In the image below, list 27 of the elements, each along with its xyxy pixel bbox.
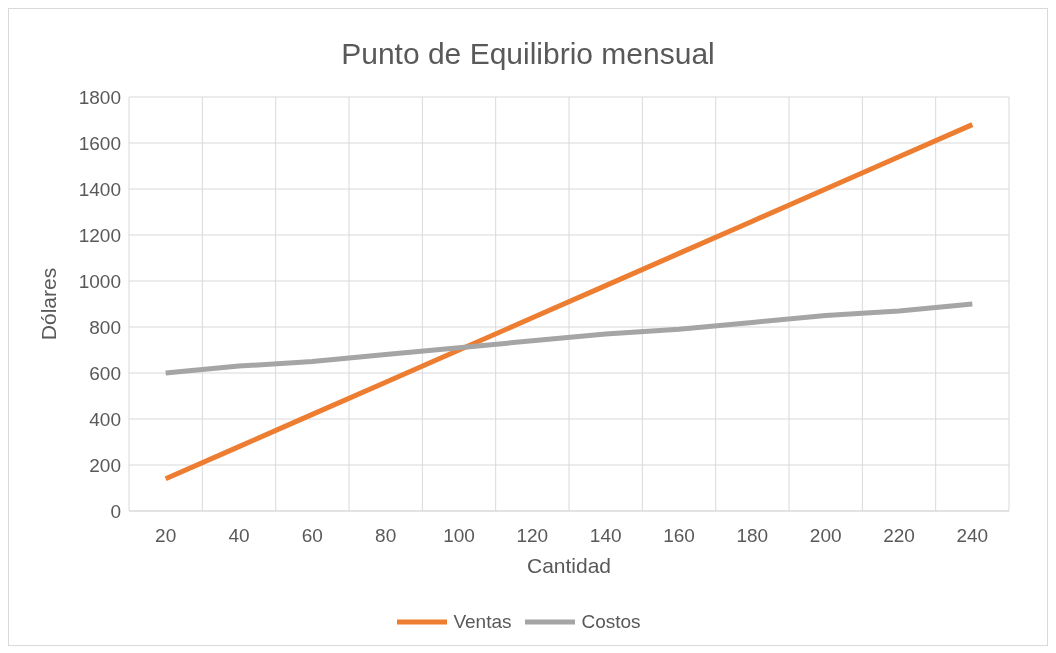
x-tick-label: 80	[375, 525, 397, 547]
x-tick-label: 140	[589, 525, 622, 547]
y-tick-label: 1400	[78, 178, 121, 200]
y-tick-label: 200	[89, 454, 121, 476]
x-tick-label: 200	[809, 525, 842, 547]
chart-title: Punto de Equilibrio mensual	[340, 36, 716, 72]
x-tick-label: 220	[883, 525, 915, 547]
y-tick-label: 1800	[78, 86, 121, 108]
x-tick-label: 160	[663, 525, 695, 547]
x-tick-label: 60	[301, 525, 323, 547]
x-tick-label: 120	[516, 525, 549, 547]
y-tick-label: 1000	[78, 270, 121, 292]
x-tick-label: 180	[736, 525, 769, 547]
y-tick-label: 1200	[78, 224, 121, 246]
y-axis-title: Dólares	[37, 267, 61, 341]
y-tick-label: 800	[89, 316, 121, 338]
y-tick-label: 1600	[78, 132, 121, 154]
x-tick-label: 20	[155, 525, 177, 547]
x-tick-label: 240	[956, 525, 989, 547]
y-tick-label: 600	[89, 362, 121, 384]
x-axis-title: Cantidad	[526, 554, 612, 577]
x-tick-label: 40	[228, 525, 250, 547]
legend-label: Costos	[580, 611, 641, 633]
x-tick-label: 100	[443, 525, 475, 547]
legend-label: Ventas	[452, 611, 512, 633]
y-tick-label: 400	[89, 408, 121, 430]
y-tick-label: 0	[110, 500, 121, 522]
